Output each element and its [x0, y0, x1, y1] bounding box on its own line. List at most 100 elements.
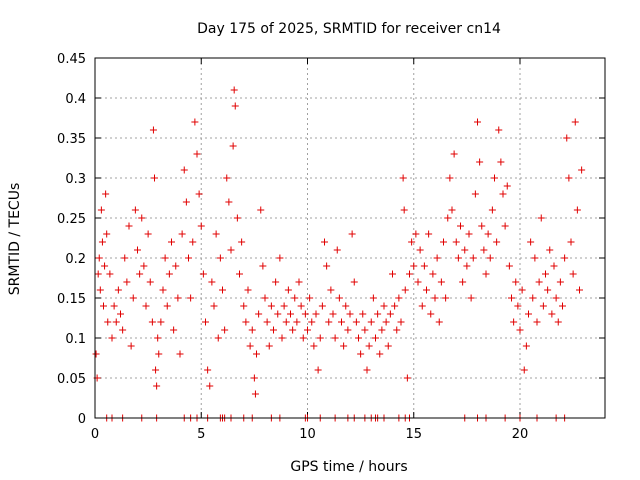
data-point — [131, 206, 139, 214]
data-point — [505, 262, 513, 270]
data-point — [361, 326, 369, 334]
data-point — [559, 302, 566, 310]
data-point — [571, 118, 579, 126]
data-point — [163, 302, 171, 310]
data-point — [176, 350, 184, 358]
data-point — [193, 150, 201, 158]
data-point — [544, 286, 552, 294]
data-point — [461, 246, 469, 254]
data-point — [437, 278, 445, 286]
data-point — [340, 342, 348, 350]
axis-ticks: 0 0.05 0.1 0.15 0.2 0.25 0.3 0.35 0.4 0.45 0 5 10 15 2… — [57, 52, 605, 442]
data-point — [378, 326, 386, 334]
data-point — [248, 326, 256, 334]
data-point — [531, 254, 539, 262]
data-point — [263, 318, 271, 326]
data-point — [448, 206, 456, 214]
data-point — [395, 294, 403, 302]
data-point — [144, 230, 152, 238]
data-point — [435, 318, 443, 326]
data-point — [425, 230, 433, 238]
data-point — [522, 342, 530, 350]
data-point — [529, 294, 537, 302]
data-point — [333, 246, 341, 254]
data-point — [165, 270, 173, 278]
data-point — [153, 382, 161, 390]
data-point — [578, 166, 586, 174]
data-point — [208, 278, 216, 286]
data-point — [471, 190, 479, 198]
data-point — [454, 254, 462, 262]
data-point — [233, 214, 241, 222]
data-point — [95, 254, 103, 262]
data-point — [230, 86, 238, 94]
data-point — [338, 318, 345, 326]
data-point — [408, 238, 416, 246]
data-point — [476, 158, 484, 166]
data-point — [501, 222, 509, 230]
data-point — [495, 126, 503, 134]
data-point — [369, 294, 377, 302]
data-point — [510, 318, 518, 326]
data-point — [227, 246, 235, 254]
data-point — [512, 278, 520, 286]
data-point — [187, 294, 195, 302]
data-point — [98, 238, 106, 246]
data-point — [514, 302, 522, 310]
chart-title: Day 175 of 2025, SRMTID for receiver cn1… — [197, 21, 501, 37]
data-point — [401, 286, 409, 294]
data-point — [491, 174, 498, 182]
data-point — [318, 302, 326, 310]
data-point — [142, 302, 150, 310]
grid-lines — [95, 58, 605, 418]
data-point — [310, 342, 318, 350]
data-point — [414, 278, 422, 286]
data-point — [170, 326, 178, 334]
data-point — [374, 310, 382, 318]
data-point — [308, 318, 316, 326]
data-point — [214, 334, 222, 342]
data-point — [119, 326, 127, 334]
data-point — [284, 286, 292, 294]
data-point — [265, 342, 273, 350]
data-point — [503, 182, 511, 190]
data-point — [297, 302, 305, 310]
data-point — [178, 230, 186, 238]
data-point — [251, 390, 259, 398]
data-point — [400, 206, 408, 214]
data-point — [397, 318, 405, 326]
data-point — [136, 270, 144, 278]
data-point — [172, 262, 180, 270]
data-point — [535, 278, 543, 286]
data-point — [520, 366, 528, 374]
data-point — [212, 230, 220, 238]
data-point — [114, 286, 122, 294]
data-point — [552, 294, 560, 302]
data-point — [138, 214, 146, 222]
data-point — [573, 206, 581, 214]
data-point — [253, 350, 260, 358]
y-tick-label: 0.25 — [57, 212, 86, 227]
data-point — [216, 254, 224, 262]
y-tick-label: 0.2 — [65, 252, 86, 267]
data-point — [104, 318, 112, 326]
data-point — [474, 118, 481, 126]
data-point — [219, 286, 226, 294]
data-point — [478, 222, 486, 230]
data-point — [459, 278, 467, 286]
x-tick-label: 5 — [197, 427, 205, 442]
data-point — [418, 302, 426, 310]
data-point — [202, 318, 209, 326]
data-point — [185, 254, 192, 262]
data-point — [151, 174, 158, 182]
y-tick-label: 0.1 — [65, 332, 86, 347]
data-point — [567, 238, 575, 246]
data-point — [499, 190, 507, 198]
data-point — [420, 262, 428, 270]
data-point — [497, 158, 505, 166]
data-point — [348, 230, 356, 238]
data-point — [359, 310, 367, 318]
data-point — [240, 302, 248, 310]
